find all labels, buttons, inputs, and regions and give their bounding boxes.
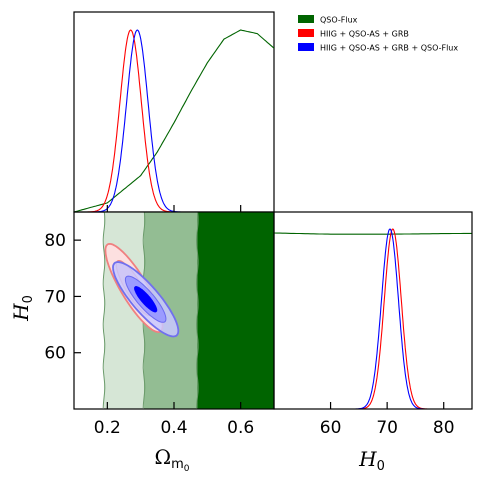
qso-flux-omega-curve [74,29,274,212]
h0-marginal-panel [273,211,473,410]
qso-flux-band-68-edge [195,212,199,409]
blue-omega-curve [74,29,274,212]
blue-contour-core [134,286,158,313]
h0-y-tick-label-0: 60 [44,344,66,364]
axis-ticks: 0.2 0.4 0.6 60 60 70 70 80 80 [44,205,455,438]
h0-y-tick-label-2: 80 [44,231,66,251]
omega-tick-label-0: 0.2 [94,418,121,438]
joint-panel [73,211,275,410]
omega-subsubscript: 0 [184,464,190,474]
omega-symbol: Ω [155,445,172,469]
y-axis-label-h0: H0 [9,295,36,322]
h0-x-tick-label-1: 70 [376,418,398,438]
omega-tick-label-1: 0.4 [160,418,187,438]
h0-subscript: 0 [377,459,385,474]
h0-x-tick-label-2: 80 [433,418,455,438]
omega-marginal-curves [74,29,274,212]
qso-flux-band-68 [197,212,274,409]
qso-flux-band-99-edge [102,212,106,409]
h0-marginal-frame [273,211,473,410]
x-axis-label-omega: Ωm0 [155,445,190,474]
legend-label-1: HIIG + QSO-AS + GRB [320,30,409,39]
joint-contours [102,212,274,409]
legend-swatch-1 [298,29,314,37]
legend-label-0: QSO-Flux [320,16,358,25]
legend-swatch-2 [298,43,314,51]
omega-tick-label-2: 0.6 [227,418,254,438]
h0-y-symbol: H [9,303,33,322]
h0-x-tick-label-0: 60 [320,418,342,438]
h0-y-subscript: 0 [21,295,36,303]
legend-label-2: HIIG + QSO-AS + GRB + QSO-Flux [320,44,458,53]
omega-marginal-panel [73,11,275,213]
h0-symbol: H [358,447,377,471]
legend-swatch-0 [298,15,314,23]
qso-flux-h0-curve [274,232,472,235]
h0-marginal-curves [274,228,472,409]
x-axis-label-h0: H0 [358,447,385,474]
omega-subscript: m [171,457,184,472]
h0-y-tick-label-1: 70 [44,287,66,307]
red-omega-curve [74,29,274,212]
red-h0-curve [274,228,472,409]
blue-h0-curve [274,228,472,409]
omega-marginal-frame [73,11,275,213]
legend: QSO-Flux HIIG + QSO-AS + GRB HIIG + QSO-AS… [298,15,458,53]
